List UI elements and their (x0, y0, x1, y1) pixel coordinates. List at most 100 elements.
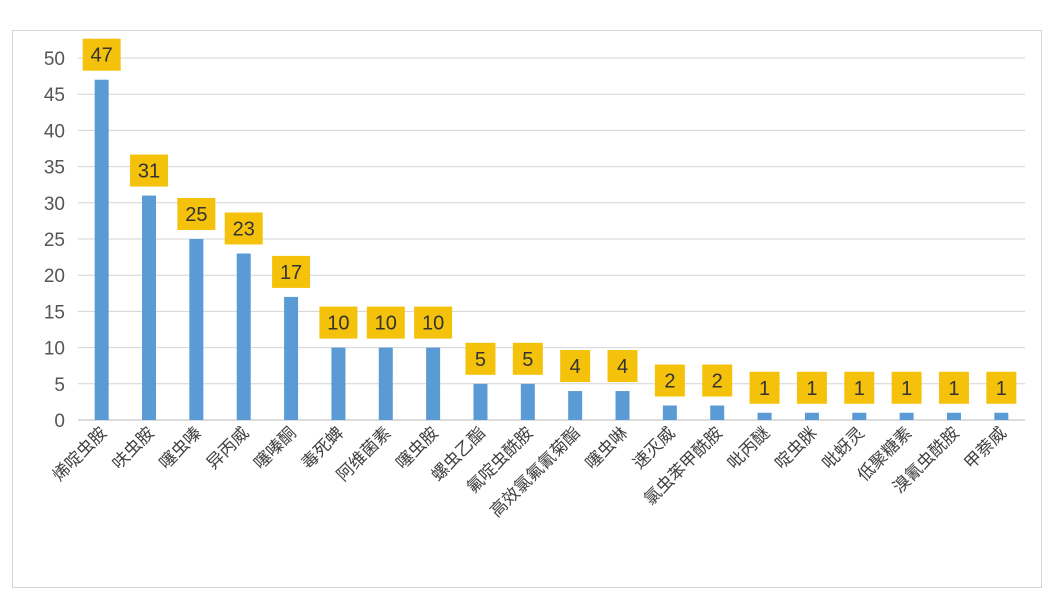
bar (189, 239, 204, 420)
data-labels: 47 31 25 23 17 10 10 10 5 5 4 4 2 2 1 1 1 1 1 1 (82, 38, 1017, 404)
y-tick-label: 25 (44, 230, 65, 251)
data-label: 1 (901, 378, 912, 400)
data-label: 1 (948, 378, 959, 400)
data-label-box (319, 306, 358, 339)
data-label-badge: 1 (844, 371, 875, 404)
bar (662, 405, 677, 420)
data-label-badge: 4 (560, 350, 591, 383)
data-label: 10 (422, 313, 444, 335)
data-label: 47 (91, 45, 113, 67)
bar (520, 383, 535, 420)
data-label-badge: 2 (702, 364, 733, 397)
y-axis-ticks: 0 5 10 15 20 25 30 35 40 45 50 (44, 49, 65, 432)
data-label-box (82, 38, 121, 71)
bar (426, 347, 441, 420)
bar (804, 412, 819, 420)
bar (615, 391, 630, 420)
data-label-badge: 10 (366, 306, 405, 339)
bar (946, 412, 961, 420)
y-tick-label: 50 (44, 49, 65, 70)
data-label-box (177, 198, 216, 230)
bar (710, 405, 725, 420)
data-label: 1 (996, 378, 1007, 400)
y-tick-label: 10 (44, 339, 65, 360)
data-label-box (702, 364, 733, 397)
data-label: 10 (327, 313, 349, 335)
data-label-box (512, 342, 543, 375)
data-label-badge: 1 (891, 371, 922, 404)
data-label-box (654, 364, 685, 397)
bar (236, 253, 251, 420)
data-label-badge: 17 (272, 255, 311, 288)
data-label-box (366, 306, 405, 339)
data-label-badge: 5 (512, 342, 543, 375)
data-label-badge: 1 (796, 371, 827, 404)
bar (852, 412, 867, 420)
bar (378, 347, 393, 420)
data-label-badge: 10 (414, 306, 453, 339)
data-label-badge: 25 (177, 198, 216, 230)
data-label-badge: 1 (749, 371, 780, 404)
y-tick-label: 0 (54, 411, 65, 432)
data-label: 4 (617, 356, 628, 378)
data-label: 17 (280, 262, 302, 284)
data-label-box (796, 371, 827, 404)
x-category-label: 甲萘威 (961, 423, 1011, 473)
data-label-badge: 1 (986, 371, 1017, 404)
data-label: 25 (185, 204, 207, 226)
data-label-badge: 1 (938, 371, 969, 404)
bar (994, 412, 1009, 420)
bar (568, 391, 583, 420)
data-label-box (414, 306, 453, 339)
x-category-label: 吡丙醚 (724, 423, 774, 473)
bars (94, 79, 1009, 420)
data-label-badge: 10 (319, 306, 358, 339)
data-label-box (891, 371, 922, 404)
data-label-box (749, 371, 780, 404)
data-label-box (560, 350, 591, 383)
data-label-box (130, 154, 169, 187)
data-label: 1 (806, 378, 817, 400)
x-category-label: 噻嗪酮 (250, 423, 300, 473)
data-label: 23 (233, 218, 255, 240)
data-label-box (607, 350, 638, 383)
data-label-box (938, 371, 969, 404)
data-label: 4 (570, 356, 581, 378)
data-label-badge: 2 (654, 364, 685, 397)
y-tick-label: 45 (44, 85, 65, 106)
data-label: 31 (138, 161, 160, 183)
data-label-badge: 5 (465, 342, 496, 375)
data-label: 1 (759, 378, 770, 400)
data-label: 2 (712, 371, 723, 393)
x-category-label: 异丙威 (203, 423, 253, 473)
bar (284, 296, 299, 420)
y-tick-label: 40 (44, 121, 65, 142)
data-label-box (224, 212, 263, 245)
bar (757, 412, 772, 420)
data-label-box (844, 371, 875, 404)
x-category-label: 噻虫嗪 (156, 423, 206, 473)
bar (473, 383, 488, 420)
x-axis-categories: 烯啶虫胺呋虫胺噻虫嗪异丙威噻嗪酮毒死蜱阿维菌素噻虫胺螺虫乙酯氟啶虫酰胺高效氯氟氰… (49, 423, 1011, 521)
data-label-badge: 23 (224, 212, 263, 245)
data-label-badge: 31 (130, 154, 169, 187)
data-label: 5 (522, 349, 533, 371)
data-label-badge: 4 (607, 350, 638, 383)
x-category-label: 啶虫脒 (771, 423, 821, 473)
y-tick-label: 5 (54, 375, 65, 396)
gridlines (78, 57, 1025, 421)
y-tick-label: 20 (44, 266, 65, 287)
data-label: 1 (854, 378, 865, 400)
data-label: 2 (664, 371, 675, 393)
bar (331, 347, 346, 420)
x-category-label: 烯啶虫胺 (49, 423, 111, 485)
bar (94, 79, 109, 420)
y-tick-label: 30 (44, 194, 65, 215)
data-label: 10 (375, 313, 397, 335)
bar (142, 195, 157, 420)
x-category-label: 呋虫胺 (108, 423, 158, 473)
x-category-label: 噻虫啉 (582, 423, 632, 473)
chart-container: 0 5 10 15 20 25 30 35 40 45 50 47 31 25 23 17 10 10 10 5 5 4… (12, 30, 1042, 588)
data-label-badge: 47 (82, 38, 121, 71)
